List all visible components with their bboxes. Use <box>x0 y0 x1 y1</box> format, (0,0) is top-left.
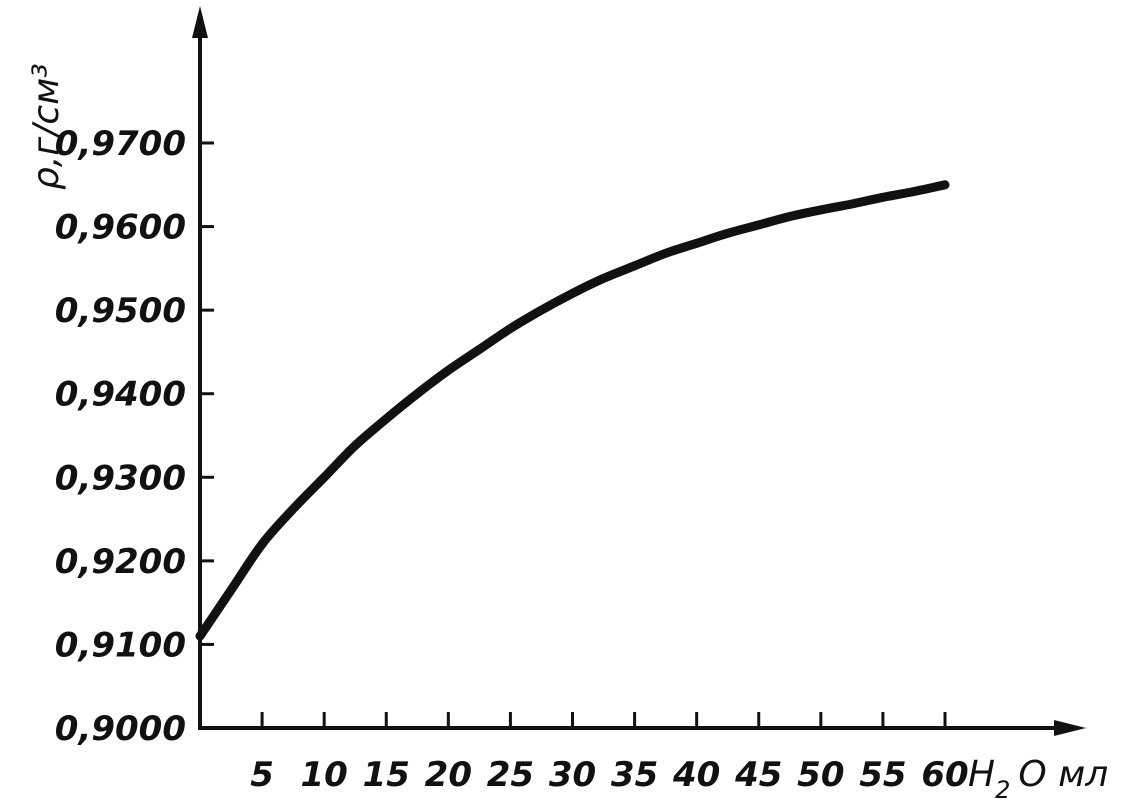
x-tick-label: 15 <box>363 755 410 795</box>
y-tick-label: 0,9300 <box>55 458 186 498</box>
y-tick-label: 0,9600 <box>55 208 186 248</box>
x-axis-title-rest: O мл <box>1018 754 1108 795</box>
y-axis-arrow <box>192 6 208 38</box>
x-tick-label: 20 <box>425 755 472 795</box>
x-axis-title-subscript: 2 <box>995 776 1010 804</box>
x-axis-title: H2 O мл <box>968 754 1108 804</box>
y-tick-label: 0,9100 <box>55 625 186 665</box>
y-tick-label: 0,9400 <box>55 375 186 415</box>
x-tick-label: 40 <box>672 755 720 795</box>
x-tick-label: 55 <box>859 755 906 795</box>
x-tick-label: 45 <box>734 755 782 795</box>
x-tick-label: 30 <box>549 755 596 795</box>
x-axis-arrow <box>1054 720 1086 736</box>
x-tick-label: 50 <box>797 755 844 795</box>
y-tick-label: 0,9700 <box>55 124 186 164</box>
x-tick-label: 60 <box>921 755 968 795</box>
y-tick-label: 0,9000 <box>55 709 186 749</box>
density-series-line <box>195 180 950 641</box>
axes <box>192 6 1086 736</box>
y-tick-label: 0,9200 <box>55 542 186 582</box>
y-tick-label: 0,9500 <box>55 291 186 331</box>
x-tick-label: 5 <box>250 755 274 795</box>
series-group <box>195 180 950 641</box>
x-tick-label: 35 <box>611 755 658 795</box>
x-tick-label: 10 <box>301 755 348 795</box>
y-ticks: 0,9000 0,9100 0,9200 0,9300 0,9400 0,9500 0,96… <box>55 124 214 749</box>
x-axis-title-main: H <box>968 754 995 795</box>
x-ticks: 5 10 15 20 25 30 35 40 45 50 55 60 <box>250 712 969 795</box>
x-tick-label: 25 <box>487 755 534 795</box>
y-axis-title: ρ,г/см³ <box>26 63 67 190</box>
